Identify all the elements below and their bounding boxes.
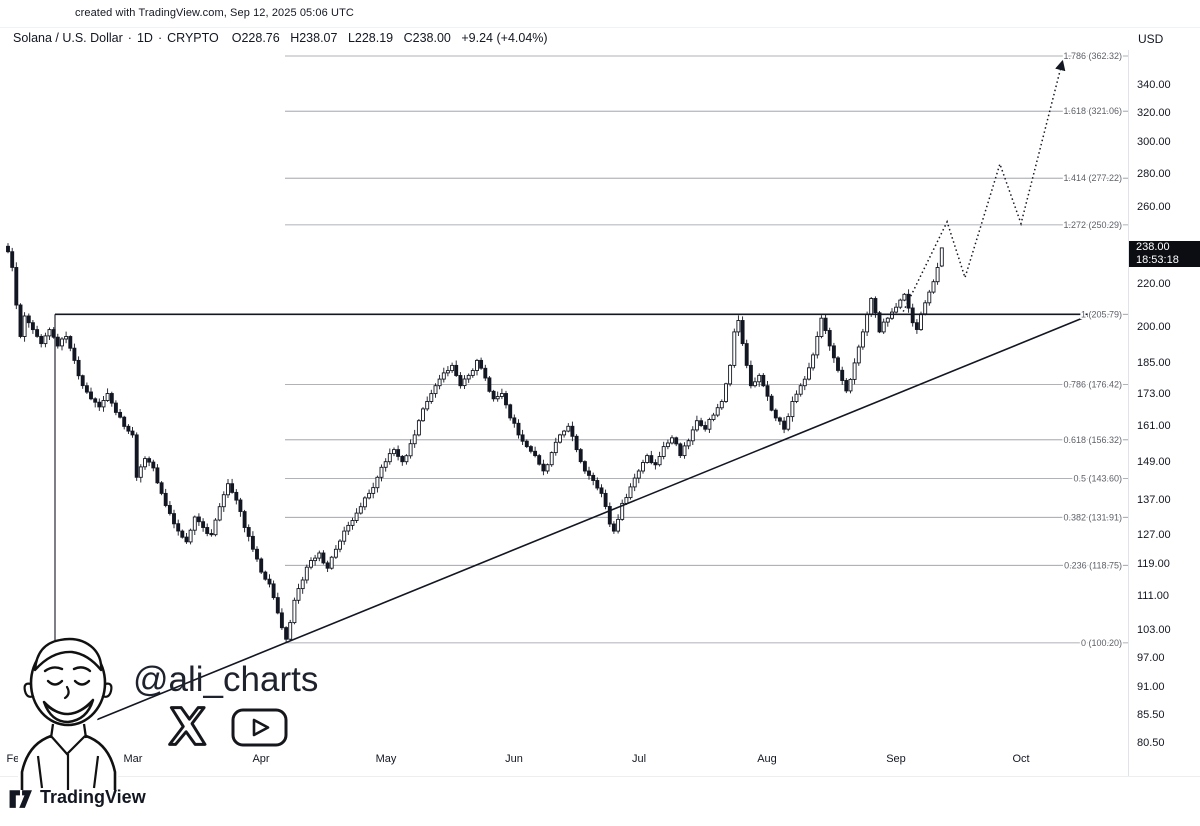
price-axis-label: 85.50: [1137, 709, 1165, 721]
fib-label: 0.5 (143.60): [1073, 474, 1122, 484]
price-axis-label: 320.00: [1137, 107, 1171, 119]
price-axis-label: 97.00: [1137, 652, 1165, 664]
price-axis-label: 161.00: [1137, 420, 1171, 432]
time-axis-label: Oct: [1012, 753, 1030, 765]
play-button-icon: [231, 708, 288, 747]
price-axis-label: 280.00: [1137, 168, 1171, 180]
price-axis-label: 137.00: [1137, 494, 1171, 506]
header-separator: ·: [127, 31, 132, 45]
fib-label: 0.618 (156.32): [1063, 435, 1122, 445]
high-value: H238.07: [290, 31, 338, 45]
price-axis-label: 80.50: [1137, 737, 1165, 749]
price-axis-label: 119.00: [1137, 558, 1170, 570]
price-axis-label: 220.00: [1137, 278, 1171, 290]
projection-path[interactable]: [902, 59, 1066, 312]
time-axis-label: Jul: [631, 753, 647, 765]
tradingview-wordmark: TradingView: [40, 787, 146, 807]
chart-canvas[interactable]: 1.786 (362.32) 1.618 (321.06) 1.414 (277.2…: [0, 50, 1128, 776]
symbol-header: Solana / U.S. Dollar · 1D · CRYPTO O228.…: [13, 31, 555, 45]
timeframe-label: 1D: [136, 31, 153, 45]
avatar-sketch: [18, 637, 118, 790]
fib-label: 1.272 (250.29): [1063, 220, 1122, 230]
watermark-handle: @ali_charts: [133, 660, 319, 699]
fib-label: 1.414 (277.22): [1063, 173, 1122, 183]
price-axis-label: 300.00: [1137, 136, 1171, 148]
price-axis-label: 260.00: [1137, 201, 1171, 213]
fib-label: 0.786 (176.42): [1063, 380, 1122, 390]
low-value: L228.19: [347, 31, 394, 45]
candles-layer: [6, 243, 944, 643]
symbol-name: Solana / U.S. Dollar: [13, 31, 123, 45]
ohlc-values: O228.76 H238.07 L228.19 C238.00 +9.24 (+…: [232, 31, 555, 45]
fib-label: 1.618 (321.06): [1063, 106, 1122, 116]
x-logo-icon: [168, 706, 207, 746]
last-price-value: 238.00: [1136, 241, 1170, 253]
time-axis-label: Sep: [886, 753, 906, 765]
last-price-badge: 238.00 18:53:18: [1129, 241, 1200, 267]
change-value: +9.24 (+4.04%): [461, 31, 548, 45]
fib-lines-layer: [285, 55, 1128, 644]
currency-label: USD: [1138, 32, 1164, 46]
time-axis-label: Aug: [757, 753, 777, 765]
fib-label: 0 (100.20): [1081, 638, 1122, 648]
price-axis-label: 173.00: [1137, 388, 1171, 400]
market-label: CRYPTO: [167, 31, 219, 45]
tradingview-logo-icon: [9, 790, 32, 808]
time-axis-label: Jun: [505, 753, 523, 765]
price-axis-label: 91.00: [1137, 681, 1165, 693]
topbar-separator: [0, 27, 1200, 28]
bottombar: TradingView: [8, 785, 146, 810]
projection-layer: [902, 59, 1066, 312]
price-axis-label: 149.00: [1137, 456, 1171, 468]
trendline-layer: [39, 313, 1093, 772]
price-axis[interactable]: 238.00 18:53:18 340.00 320.00 300.00 280.00…: [1128, 50, 1200, 776]
fib-labels-layer: 1.786 (362.32) 1.618 (321.06) 1.414 (277.2…: [1062, 50, 1124, 649]
price-axis-label: 103.00: [1137, 624, 1171, 636]
fib-label: 1 (205.79): [1081, 309, 1122, 319]
price-axis-label: 111.00: [1137, 590, 1170, 602]
fib-label: 0.382 (131.91): [1063, 512, 1122, 522]
price-axis-label: 200.00: [1137, 321, 1171, 333]
price-axis-label: 340.00: [1137, 79, 1171, 91]
price-axis-label: 127.00: [1137, 529, 1171, 541]
time-axis-label: Apr: [252, 753, 270, 765]
bar-countdown: 18:53:18: [1136, 254, 1179, 266]
time-axis-label: Mar: [123, 753, 143, 765]
close-value: C238.00: [403, 31, 451, 45]
open-value: O228.76: [231, 31, 280, 45]
time-axis-label: May: [375, 753, 397, 765]
fib-label: 1.786 (362.32): [1063, 51, 1122, 61]
credit-text: created with TradingView.com, Sep 12, 20…: [75, 7, 354, 19]
ascending-trendline[interactable]: [39, 313, 1093, 744]
price-axis-label: 185.00: [1137, 357, 1171, 369]
bottom-separator: [0, 776, 1200, 777]
fib-label: 0.236 (118.75): [1064, 560, 1122, 570]
time-axis[interactable]: Feb Mar Apr May Jun Jul Aug Sep Oct: [0, 748, 1128, 774]
header-separator: ·: [157, 31, 163, 45]
